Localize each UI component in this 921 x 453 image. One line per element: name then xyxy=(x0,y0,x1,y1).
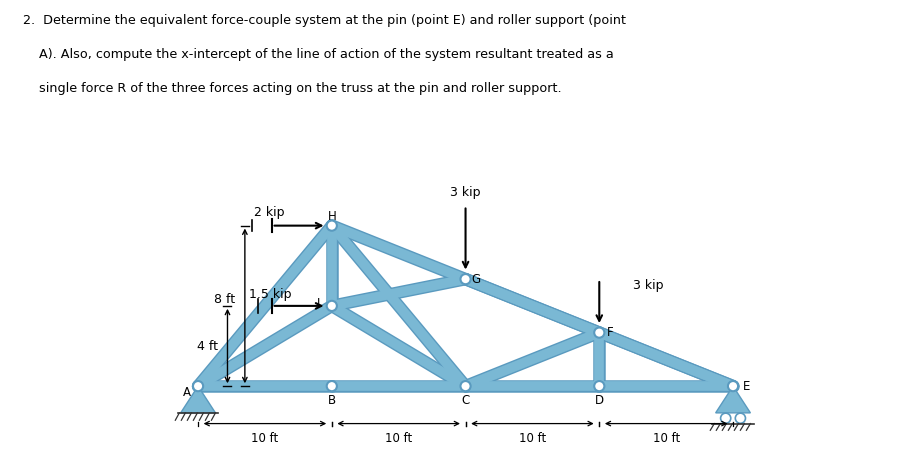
Text: 10 ft: 10 ft xyxy=(385,432,413,444)
Text: 2 kip: 2 kip xyxy=(254,206,285,219)
Text: 10 ft: 10 ft xyxy=(251,432,278,444)
Text: 1.5 kip: 1.5 kip xyxy=(249,288,291,300)
Circle shape xyxy=(327,221,337,231)
Text: 8 ft: 8 ft xyxy=(215,293,236,306)
Text: F: F xyxy=(607,326,613,339)
Text: 10 ft: 10 ft xyxy=(653,432,680,444)
Text: 3 kip: 3 kip xyxy=(633,280,663,292)
Text: C: C xyxy=(461,395,470,407)
Text: G: G xyxy=(472,273,481,286)
Text: 10 ft: 10 ft xyxy=(519,432,546,444)
Circle shape xyxy=(460,381,471,391)
Text: 3 kip: 3 kip xyxy=(450,186,481,199)
Circle shape xyxy=(594,328,604,338)
Polygon shape xyxy=(181,386,216,413)
Circle shape xyxy=(735,413,745,423)
Text: 4 ft: 4 ft xyxy=(197,339,218,352)
Circle shape xyxy=(193,381,204,391)
Text: B: B xyxy=(328,395,336,407)
Circle shape xyxy=(728,381,738,391)
Circle shape xyxy=(327,381,337,391)
Circle shape xyxy=(327,301,337,311)
Circle shape xyxy=(594,381,604,391)
Text: 2.  Determine the equivalent force-couple system at the pin (point E) and roller: 2. Determine the equivalent force-couple… xyxy=(23,14,626,27)
Circle shape xyxy=(460,274,471,284)
Text: E: E xyxy=(742,380,750,393)
Text: A). Also, compute the x-intercept of the line of action of the system resultant : A). Also, compute the x-intercept of the… xyxy=(23,48,613,61)
Circle shape xyxy=(720,413,730,423)
Text: I: I xyxy=(317,297,321,310)
Polygon shape xyxy=(716,386,751,413)
Text: A: A xyxy=(183,386,192,399)
Text: H: H xyxy=(328,210,336,223)
Text: D: D xyxy=(595,395,604,407)
Text: single force R of the three forces acting on the truss at the pin and roller sup: single force R of the three forces actin… xyxy=(23,82,562,95)
